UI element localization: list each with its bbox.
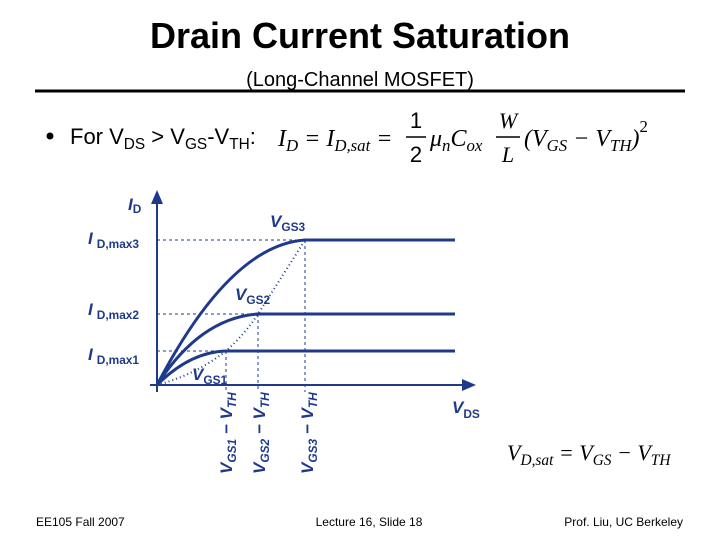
overdrive-label: VGS1 − VTH xyxy=(217,392,239,474)
t: DS xyxy=(124,136,145,153)
fraction-num: 1 xyxy=(410,108,422,133)
t: V xyxy=(452,398,465,417)
t: = xyxy=(370,126,398,152)
t: TH xyxy=(651,452,672,469)
t: D xyxy=(285,136,298,155)
t: GS xyxy=(547,136,568,155)
t: > V xyxy=(145,124,185,149)
t: V xyxy=(270,212,283,231)
t: V xyxy=(298,461,317,474)
t: GS xyxy=(185,136,207,153)
t: − V xyxy=(217,406,236,438)
t: D,max3 xyxy=(97,237,140,251)
t: D,max1 xyxy=(97,353,140,367)
mobility: μnCox xyxy=(429,126,483,155)
curve xyxy=(155,238,455,386)
t: V xyxy=(217,461,236,474)
t: V xyxy=(235,285,248,304)
bullet-text: For VDS > VGS-VTH: xyxy=(70,124,256,153)
level-label: I D,max3 xyxy=(88,229,139,251)
curve-label: VGS2 xyxy=(235,285,271,307)
guides xyxy=(156,239,306,392)
t: DS xyxy=(463,407,480,421)
t: 2 xyxy=(639,117,647,136)
overdrive-label: VGS3 − VTH xyxy=(298,392,320,474)
curve xyxy=(155,312,455,386)
footer-left: EE105 Fall 2007 xyxy=(36,515,125,529)
t: TH xyxy=(229,136,250,153)
t: V xyxy=(507,440,523,465)
arrow xyxy=(151,190,163,204)
t: I xyxy=(277,126,287,152)
saturation-equation: VD,sat = VGS − VTH xyxy=(507,440,671,469)
t: μ xyxy=(429,126,442,152)
t: GS2 xyxy=(246,293,270,307)
t: = V xyxy=(553,440,595,465)
t: D,sat xyxy=(333,136,370,155)
overdrive-label: VGS2 − VTH xyxy=(250,392,272,474)
footer-center: Lecture 16, Slide 18 xyxy=(316,515,423,529)
x-axis-label: VDS xyxy=(452,398,480,421)
t: : xyxy=(250,124,256,149)
t: GS1 xyxy=(203,373,227,387)
t: TH xyxy=(258,392,272,408)
title: Drain Current Saturation xyxy=(150,15,570,56)
t: GS xyxy=(593,452,612,469)
t: D,max2 xyxy=(97,308,140,322)
curve-label: VGS1 xyxy=(192,365,228,387)
t: − V xyxy=(567,126,612,152)
t: ox xyxy=(466,136,482,155)
t: GS3 xyxy=(281,220,305,234)
footer-right: Prof. Liu, UC Berkeley xyxy=(564,515,683,529)
t: I xyxy=(128,195,134,214)
t: − V xyxy=(250,406,269,438)
level-label: I D,max2 xyxy=(88,300,139,322)
t: GS1 xyxy=(225,439,239,463)
curve-label: VGS3 xyxy=(270,212,306,234)
t: I xyxy=(88,345,94,364)
t: ) xyxy=(629,126,639,152)
t: (V xyxy=(524,126,549,152)
t: − V xyxy=(298,406,317,438)
t: TH xyxy=(225,392,239,408)
y-axis-label: ID xyxy=(128,195,142,216)
t: I xyxy=(325,126,335,152)
t: n xyxy=(442,136,450,155)
t: − V xyxy=(612,440,654,465)
t: D,sat xyxy=(519,452,554,469)
fraction-den: 2 xyxy=(410,142,422,167)
t: I xyxy=(88,229,94,248)
t: TH xyxy=(306,392,320,408)
arrow xyxy=(462,379,476,391)
t: -V xyxy=(207,124,229,149)
t: C xyxy=(450,126,467,152)
t: V xyxy=(250,461,269,474)
ratio-den: L xyxy=(501,142,514,167)
equation-lhs: ID = ID,sat = xyxy=(277,126,398,155)
t: For V xyxy=(70,124,124,149)
term: (VGS − VTH)2 xyxy=(524,117,648,155)
ratio-num: W xyxy=(499,108,519,133)
t: GS2 xyxy=(258,438,272,462)
t: V xyxy=(192,365,205,384)
bullet-dot xyxy=(46,132,54,140)
t: TH xyxy=(610,136,632,155)
subtitle: (Long-Channel MOSFET) xyxy=(246,69,474,91)
t: I xyxy=(88,300,94,319)
curve xyxy=(155,349,455,387)
t: GS3 xyxy=(306,438,320,462)
t: = xyxy=(298,126,326,152)
level-label: I D,max1 xyxy=(88,345,139,367)
t: D xyxy=(133,202,142,216)
